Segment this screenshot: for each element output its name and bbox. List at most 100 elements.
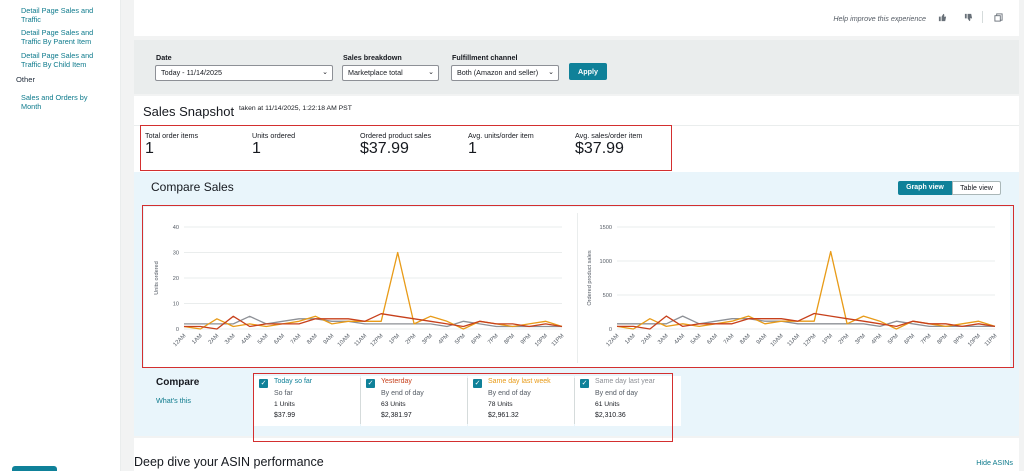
graph-view-button[interactable]: Graph view (898, 181, 952, 195)
compare-sales-title: Compare Sales (151, 180, 234, 194)
main-content: Help improve this experience Date Today … (134, 0, 1019, 471)
compare-sales-panel: Compare Sales Graph view Table view 0 10 2… (134, 172, 1019, 436)
chevron-down-icon: ⌄ (548, 69, 554, 76)
legend-series-name: Same day last year (595, 378, 655, 385)
graphs-container: 0 10 20 30 40 Units ordered 12AM 1AM 2AM 3AM 4AM 5A… (144, 207, 1010, 367)
feedback-bar: Help improve this experience (134, 0, 1019, 36)
highlight-box-charts (142, 205, 1014, 368)
y-tick-label: 30 (173, 251, 179, 257)
y-tick-label: 1000 (600, 259, 612, 265)
metric-value-units-ordered: 1 (252, 140, 261, 157)
thumbs-up-icon[interactable] (938, 13, 947, 24)
series-line (617, 312, 996, 330)
y-axis-label: Ordered product sales (587, 250, 593, 306)
legend-series-sub: So far (274, 390, 293, 397)
sidebar-section-other: Other (16, 75, 35, 84)
metric-label-units-ordered: Units ordered (252, 131, 296, 140)
sales-breakdown-select[interactable]: Marketplace total ⌄ (342, 65, 439, 81)
legend-series-name: Yesterday (381, 378, 412, 385)
sidebar-link-detail-page-sales-traffic[interactable]: Detail Page Sales and Traffic (21, 6, 93, 24)
metric-value-ordered-product-sales: $37.99 (360, 140, 409, 157)
copy-icon[interactable] (994, 13, 1003, 24)
checkbox-checked-icon[interactable]: ✓ (473, 379, 482, 388)
metric-label-avg-units-per-order-item: Avg. units/order item (468, 131, 534, 140)
legend-series-units: 63 Units (381, 401, 406, 408)
legend-series-units: 61 Units (595, 401, 620, 408)
link-line: Traffic By Parent Item (21, 37, 92, 46)
checkbox-checked-icon[interactable]: ✓ (259, 379, 268, 388)
link-line: Sales and Orders by (21, 93, 88, 102)
legend-separator (360, 378, 361, 424)
link-line: Month (21, 102, 42, 111)
series-line (184, 315, 562, 328)
legend-series-units: 1 Units (274, 401, 295, 408)
checkbox-checked-icon[interactable]: ✓ (580, 379, 589, 388)
metric-label-ordered-product-sales: Ordered product sales (360, 131, 432, 140)
fulfillment-channel-select[interactable]: Both (Amazon and seller) ⌄ (451, 65, 559, 81)
snapshot-title: Sales Snapshot (143, 104, 235, 119)
checkbox-checked-icon[interactable]: ✓ (366, 379, 375, 388)
sidebar-link-sales-orders-by-month[interactable]: Sales and Orders by Month (21, 93, 88, 111)
metric-value-avg-units-per-order-item: 1 (468, 140, 477, 157)
y-axis-label: Units ordered (154, 261, 160, 295)
y-tick-label: 20 (173, 276, 179, 282)
series-line (184, 313, 563, 330)
legend-series-sales: $2,961.32 (488, 412, 519, 419)
highlight-box-legend (253, 373, 673, 442)
sidebar-link-by-parent-item[interactable]: Detail Page Sales and Traffic By Parent … (21, 28, 93, 46)
metric-label-avg-sales-per-order-item: Avg. sales/order item (575, 131, 643, 140)
whats-this-link[interactable]: What's this (156, 396, 191, 405)
legend-same-day-last-week[interactable]: ✓ Same day last week By end of day 78 Un… (468, 376, 574, 426)
legend-series-sales: $2,310.36 (595, 412, 626, 419)
legend-same-day-last-year[interactable]: ✓ Same day last year By end of day 61 Un… (575, 376, 681, 426)
y-tick-label: 1500 (600, 225, 612, 231)
apply-button[interactable]: Apply (569, 63, 607, 80)
chevron-down-icon: ⌄ (428, 69, 434, 76)
legend-yesterday[interactable]: ✓ Yesterday By end of day 63 Units $2,38… (361, 376, 467, 426)
legend-series-sales: $2,381.97 (381, 412, 412, 419)
date-select[interactable]: Today - 11/14/2025 ⌄ (155, 65, 333, 81)
legend-series-sub: By end of day (488, 390, 531, 397)
link-line: Detail Page Sales and (21, 28, 94, 37)
fulfillment-channel-value: Both (Amazon and seller) (457, 68, 539, 77)
sidebar: Detail Page Sales and Traffic Detail Pag… (0, 0, 121, 471)
sales-breakdown-label: Sales breakdown (343, 53, 402, 62)
date-select-value: Today - 11/14/2025 (161, 68, 223, 77)
sidebar-bottom-button[interactable] (12, 466, 57, 471)
hide-asins-link[interactable]: Hide ASINs (976, 458, 1013, 467)
legend-series-sub: By end of day (595, 390, 638, 397)
metric-value-total-order-items: 1 (145, 140, 154, 157)
thumbs-down-icon[interactable] (964, 13, 973, 24)
y-tick-label: 0 (609, 327, 612, 333)
metric-label-total-order-items: Total order items (145, 131, 199, 140)
fulfillment-channel-label: Fulfillment channel (452, 53, 518, 62)
highlight-box-metrics (140, 125, 672, 171)
feedback-divider (982, 11, 983, 23)
y-tick-label: 40 (173, 225, 179, 231)
compare-legend-title: Compare (156, 377, 200, 388)
legend-separator (467, 378, 468, 424)
link-line: Traffic (21, 15, 41, 24)
sales-snapshot-panel: Sales Snapshot taken at 11/14/2025, 1:22… (134, 96, 1019, 172)
link-line: Detail Page Sales and (21, 51, 94, 60)
feedback-text: Help improve this experience (833, 14, 926, 23)
legend-series-name: Today so far (274, 378, 313, 385)
legend-separator (574, 378, 575, 424)
link-line: Traffic By Child Item (21, 60, 87, 69)
legend-series-units: 78 Units (488, 401, 513, 408)
y-tick-label: 10 (173, 302, 179, 308)
table-view-button[interactable]: Table view (952, 181, 1001, 195)
legend-series-name: Same day last week (488, 378, 551, 385)
sidebar-link-by-child-item[interactable]: Detail Page Sales and Traffic By Child I… (21, 51, 93, 69)
snapshot-timestamp: taken at 11/14/2025, 1:22:18 AM PST (239, 105, 352, 112)
sales-breakdown-value: Marketplace total (348, 68, 403, 77)
date-label: Date (156, 53, 172, 62)
legend-today-so-far[interactable]: ✓ Today so far So far 1 Units $37.99 (254, 376, 360, 426)
link-line: Detail Page Sales and (21, 6, 94, 15)
scrollbar[interactable] (1019, 0, 1024, 471)
filters-bar: Date Today - 11/14/2025 ⌄ Sales breakdow… (134, 40, 1019, 94)
metric-value-avg-sales-per-order-item: $37.99 (575, 140, 624, 157)
y-tick-label: 0 (176, 327, 179, 333)
